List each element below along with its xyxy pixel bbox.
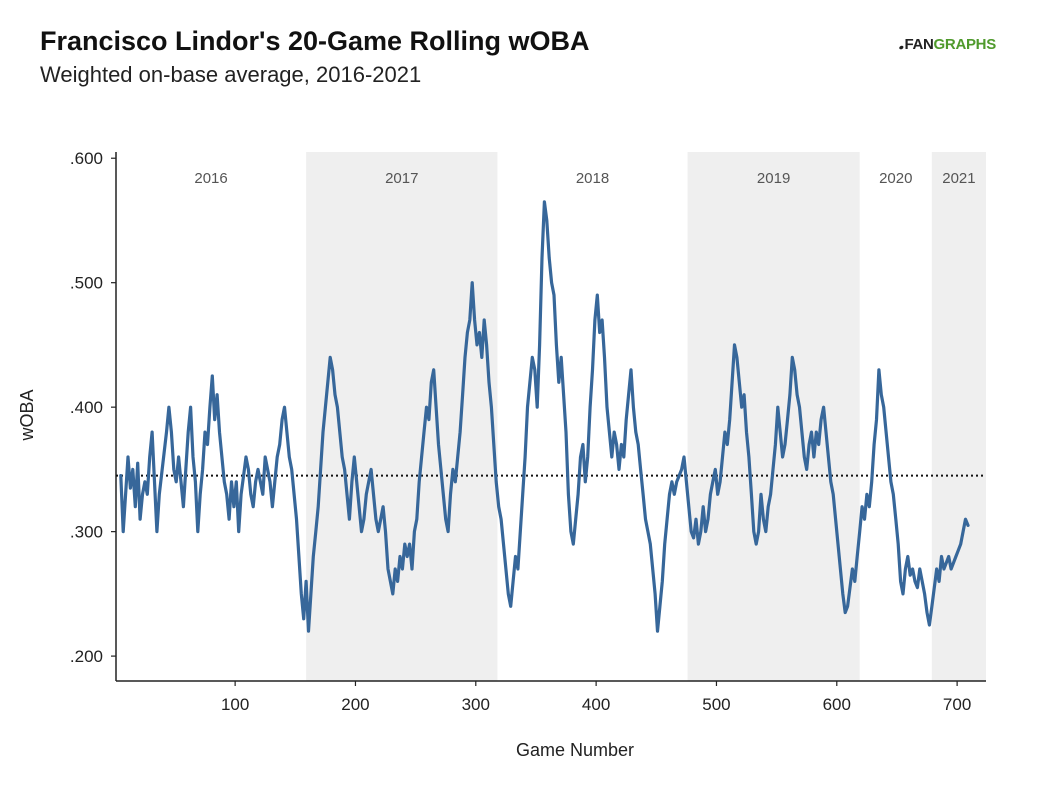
- x-tick-label: 100: [221, 695, 249, 714]
- y-tick-label: .200: [70, 647, 103, 666]
- x-tick-label: 500: [702, 695, 730, 714]
- series-group: [119, 200, 970, 633]
- x-tick-label: 700: [943, 695, 971, 714]
- season-band-2019: [687, 152, 860, 681]
- y-tick-label: .400: [70, 398, 103, 417]
- season-label-2021: 2021: [942, 170, 975, 187]
- season-label-2019: 2019: [757, 170, 790, 187]
- x-axis-label: Game Number: [516, 740, 634, 760]
- x-tick-label: 300: [462, 695, 490, 714]
- y-axis-label: wOBA: [17, 389, 37, 441]
- chart-title: Francisco Lindor's 20-Game Rolling wOBA: [40, 26, 590, 56]
- fangraphs-logo: 𝅘FANGRAPHS: [899, 36, 996, 53]
- batter-icon: 𝅘: [899, 36, 904, 53]
- season-label-2018: 2018: [576, 170, 609, 187]
- x-tick-label: 400: [582, 695, 610, 714]
- y-tick-label: .300: [70, 523, 103, 542]
- y-tick-label: .500: [70, 274, 103, 293]
- logo-text-graphs: GRAPHS: [933, 36, 997, 53]
- season-labels: 2016 2017 2018 2019 2020 2021: [194, 170, 975, 187]
- chart-subtitle: Weighted on-base average, 2016-2021: [40, 62, 422, 87]
- season-label-2017: 2017: [385, 170, 418, 187]
- series-line-0: [119, 200, 970, 633]
- x-tick-label: 600: [823, 695, 851, 714]
- logo-text-fan: FAN: [904, 36, 934, 53]
- y-tick-label: .600: [70, 149, 103, 168]
- season-label-2020: 2020: [879, 170, 912, 187]
- season-label-2016: 2016: [194, 170, 227, 187]
- season-band-2021: [931, 152, 986, 681]
- season-band-2017: [306, 152, 498, 681]
- axes: .200 .300 .400 .500 .600 100 200 300 400 500 600 70…: [70, 149, 986, 714]
- x-tick-label: 200: [341, 695, 369, 714]
